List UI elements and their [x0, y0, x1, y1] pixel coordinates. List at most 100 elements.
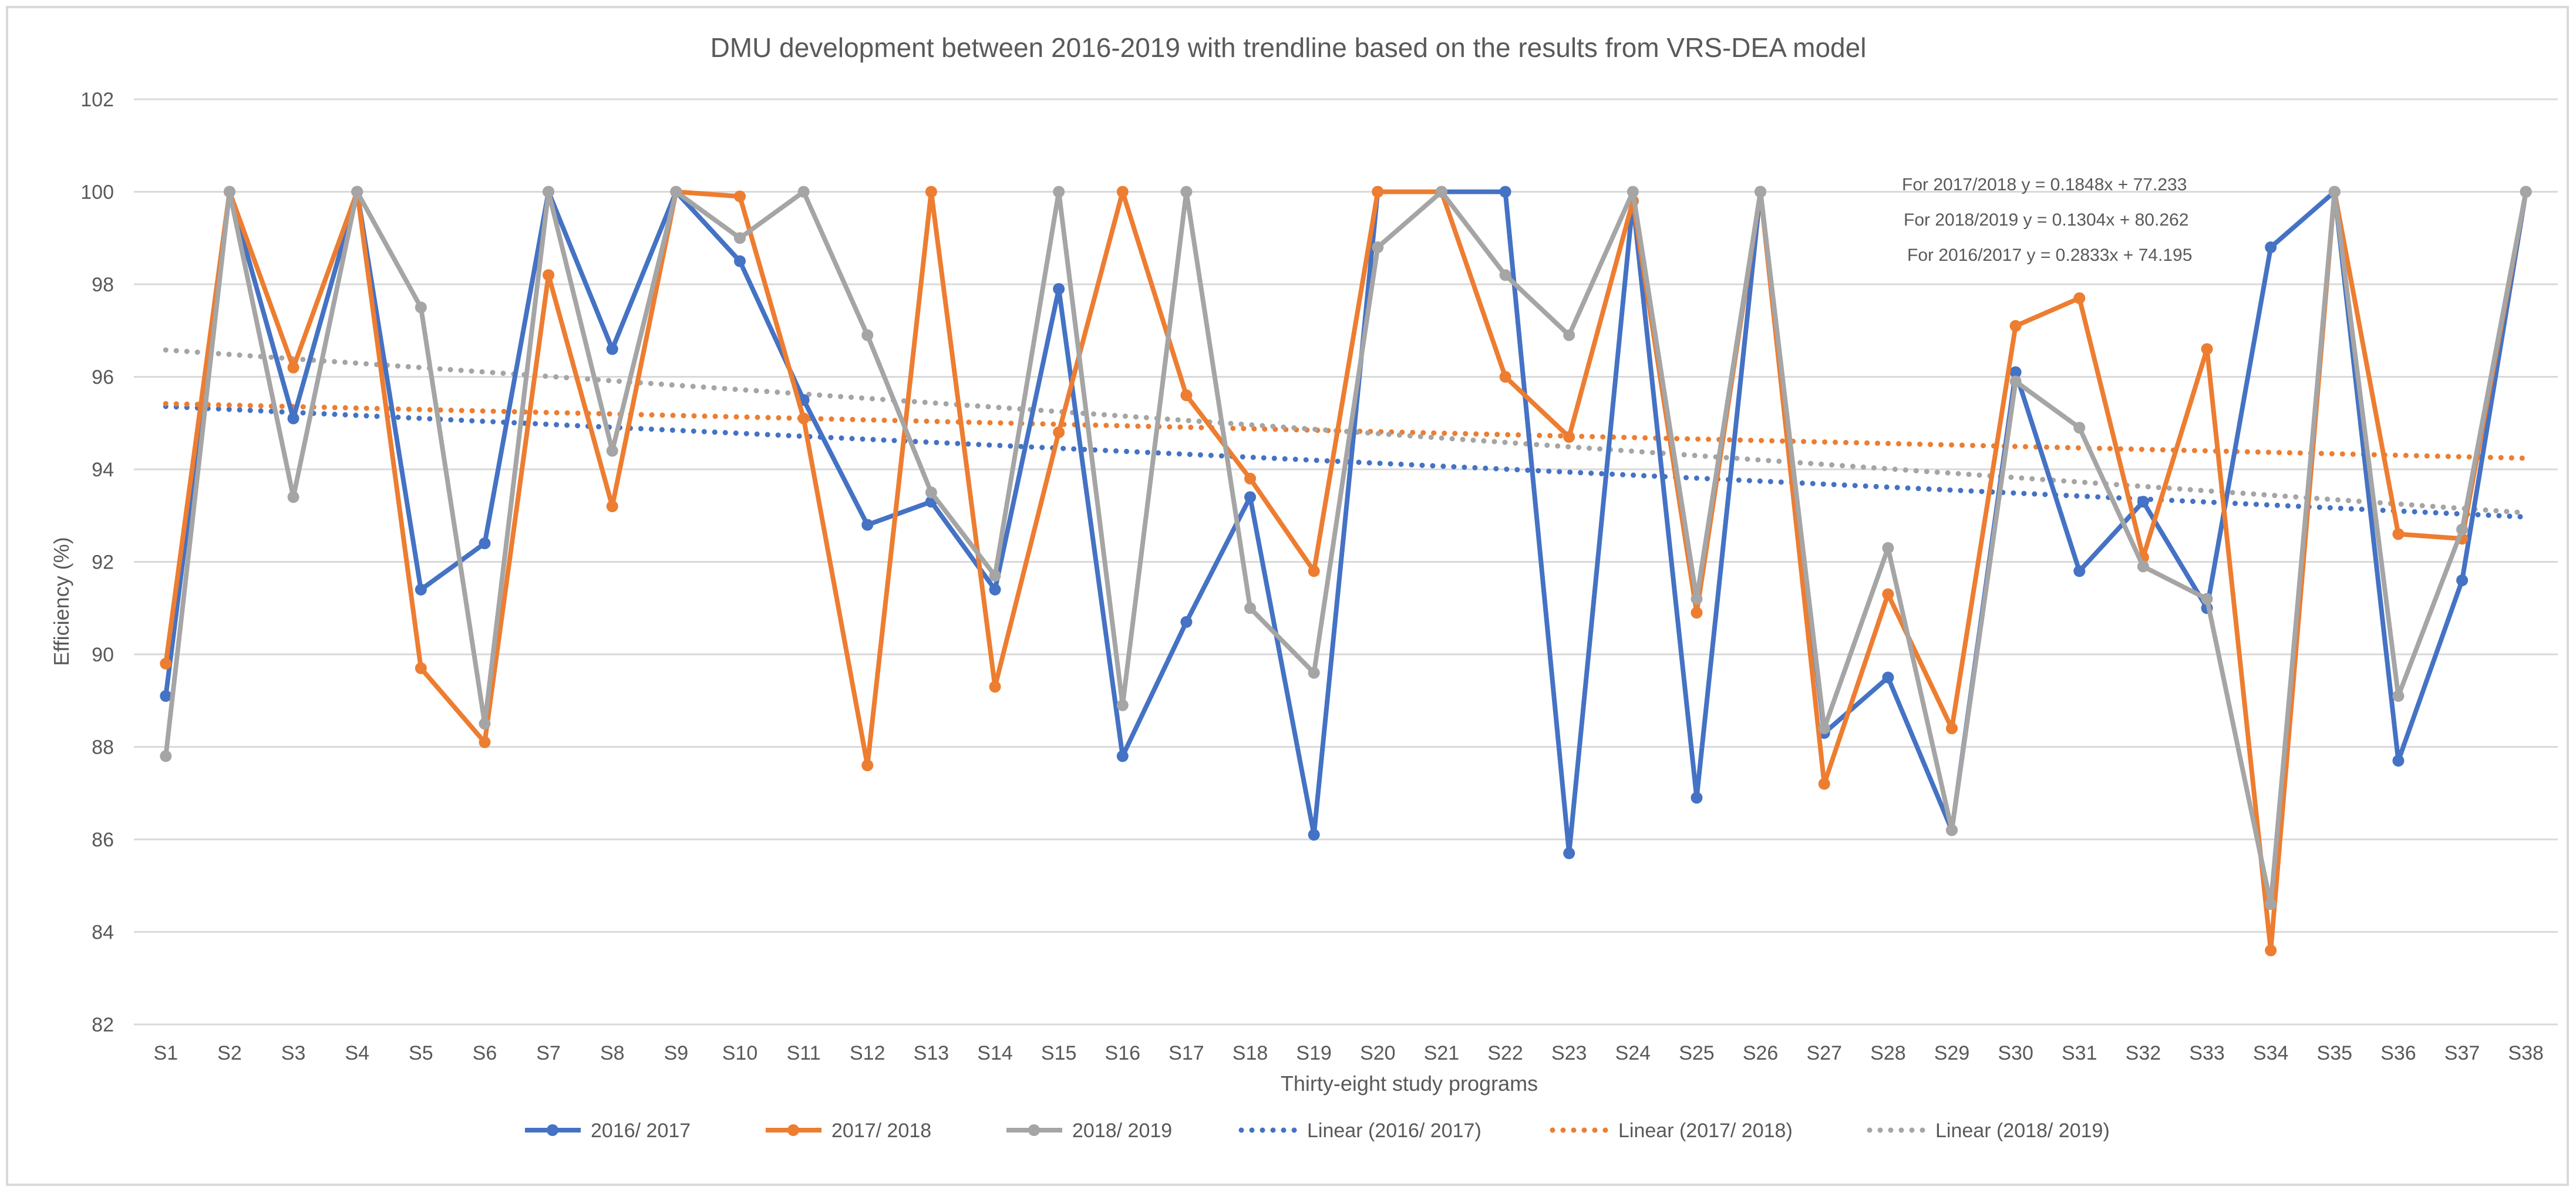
- data-point: [1499, 371, 1511, 383]
- y-tick-label: 84: [92, 922, 114, 944]
- legend-item: Linear (2016/ 2017): [1238, 1120, 1481, 1142]
- data-point: [989, 570, 1001, 582]
- x-axis-label: Thirty-eight study programs: [1281, 1071, 1538, 1095]
- data-point: [415, 301, 427, 314]
- data-point: [479, 736, 491, 748]
- data-point: [2392, 755, 2405, 767]
- series: [160, 186, 2532, 956]
- data-point: [2265, 898, 2277, 910]
- data-point: [2137, 560, 2149, 573]
- data-point: [2009, 366, 2022, 378]
- x-tick-label: S2: [217, 1042, 242, 1064]
- legend-marker: [1028, 1124, 1040, 1136]
- data-point: [797, 412, 810, 425]
- data-point: [415, 583, 427, 596]
- trendline-equation: For 2018/2019 y = 0.1304x + 80.262: [1904, 210, 2188, 230]
- data-point: [1372, 186, 1384, 198]
- x-tick-label: S32: [2126, 1042, 2161, 1064]
- line-chart: DMU development between 2016-2019 with t…: [49, 32, 2558, 1142]
- trendline: [163, 401, 2529, 461]
- x-tick-label: S38: [2508, 1042, 2544, 1064]
- data-point: [1308, 565, 1320, 577]
- legend-item: 2016/ 2017: [525, 1120, 691, 1142]
- x-tick-label: S9: [664, 1042, 689, 1064]
- data-point: [925, 486, 937, 499]
- trendline-equations: For 2017/2018 y = 0.1848x + 77.233 For 20…: [1902, 175, 2192, 265]
- data-point: [1053, 186, 1065, 198]
- x-tick-label: S27: [1806, 1042, 1842, 1064]
- x-tick-label: S7: [536, 1042, 561, 1064]
- data-point: [1244, 602, 1257, 614]
- data-point: [1116, 186, 1129, 198]
- data-point: [1691, 607, 1703, 619]
- x-tick-label: S37: [2444, 1042, 2480, 1064]
- data-point: [160, 690, 172, 702]
- data-point: [606, 500, 618, 512]
- data-point: [1372, 241, 1384, 253]
- y-tick-label: 98: [92, 274, 114, 296]
- series-line: [163, 189, 2528, 907]
- data-point: [1053, 283, 1065, 295]
- y-axis-label: Efficiency (%): [49, 537, 73, 666]
- y-tick-label: 82: [92, 1014, 114, 1036]
- trendline-equation: For 2016/2017 y = 0.2833x + 74.195: [1907, 246, 2192, 265]
- data-point: [606, 343, 618, 355]
- data-point: [606, 445, 618, 457]
- y-tick-label: 100: [80, 182, 114, 204]
- data-point: [1946, 722, 1958, 734]
- data-point: [1308, 667, 1320, 679]
- data-point: [1563, 329, 1575, 341]
- data-point: [861, 329, 874, 341]
- data-point: [2456, 574, 2469, 586]
- data-point: [1882, 542, 1894, 554]
- data-point: [543, 269, 555, 281]
- data-point: [287, 412, 299, 425]
- x-tick-label: S23: [1551, 1042, 1587, 1064]
- y-tick-label: 92: [92, 552, 114, 574]
- legend-item: Linear (2018/ 2019): [1867, 1120, 2110, 1142]
- data-point: [1244, 491, 1257, 503]
- data-point: [1244, 472, 1257, 485]
- legend-marker: [787, 1124, 799, 1136]
- x-tick-label: S21: [1424, 1042, 1460, 1064]
- data-point: [1691, 792, 1703, 804]
- y-tick-label: 88: [92, 737, 114, 759]
- x-tick-label: S6: [473, 1042, 497, 1064]
- x-tick-label: S36: [2380, 1042, 2416, 1064]
- data-point: [2201, 593, 2213, 605]
- chart-container: DMU development between 2016-2019 with t…: [6, 6, 2569, 1186]
- data-point: [2201, 343, 2213, 355]
- x-tick-label: S18: [1233, 1042, 1268, 1064]
- data-point: [797, 186, 810, 198]
- data-point: [1946, 824, 1958, 836]
- data-point: [861, 760, 874, 771]
- x-tick-label: S29: [1934, 1042, 1970, 1064]
- x-tick-label: S8: [600, 1042, 625, 1064]
- data-point: [1563, 431, 1575, 443]
- x-tick-label: S28: [1870, 1042, 1906, 1064]
- series-line: [163, 189, 2528, 856]
- data-point: [1627, 186, 1639, 198]
- legend-label: 2016/ 2017: [591, 1120, 691, 1142]
- x-tick-label: S30: [1998, 1042, 2033, 1064]
- data-point: [2137, 496, 2149, 508]
- data-point: [2073, 565, 2086, 577]
- x-tick-label: S16: [1105, 1042, 1141, 1064]
- data-point: [734, 232, 746, 244]
- data-point: [2265, 241, 2277, 253]
- data-point: [1116, 699, 1129, 711]
- legend-marker: [547, 1124, 558, 1136]
- data-point: [861, 519, 874, 531]
- data-point: [1499, 186, 1511, 198]
- data-point: [2520, 186, 2532, 198]
- x-axis-ticks: S1 S2 S3 S4 S5 S6 S7 S8 S9 S10 S11 S12 S13 S14 S15 S16 S…: [154, 1042, 2544, 1064]
- x-tick-label: S3: [281, 1042, 306, 1064]
- x-tick-label: S25: [1679, 1042, 1715, 1064]
- data-point: [2392, 528, 2405, 540]
- x-tick-label: S10: [722, 1042, 758, 1064]
- legend-label: 2017/ 2018: [831, 1120, 931, 1142]
- x-tick-label: S22: [1487, 1042, 1523, 1064]
- x-tick-label: S17: [1169, 1042, 1204, 1064]
- x-tick-label: S11: [787, 1042, 821, 1064]
- data-point: [415, 662, 427, 674]
